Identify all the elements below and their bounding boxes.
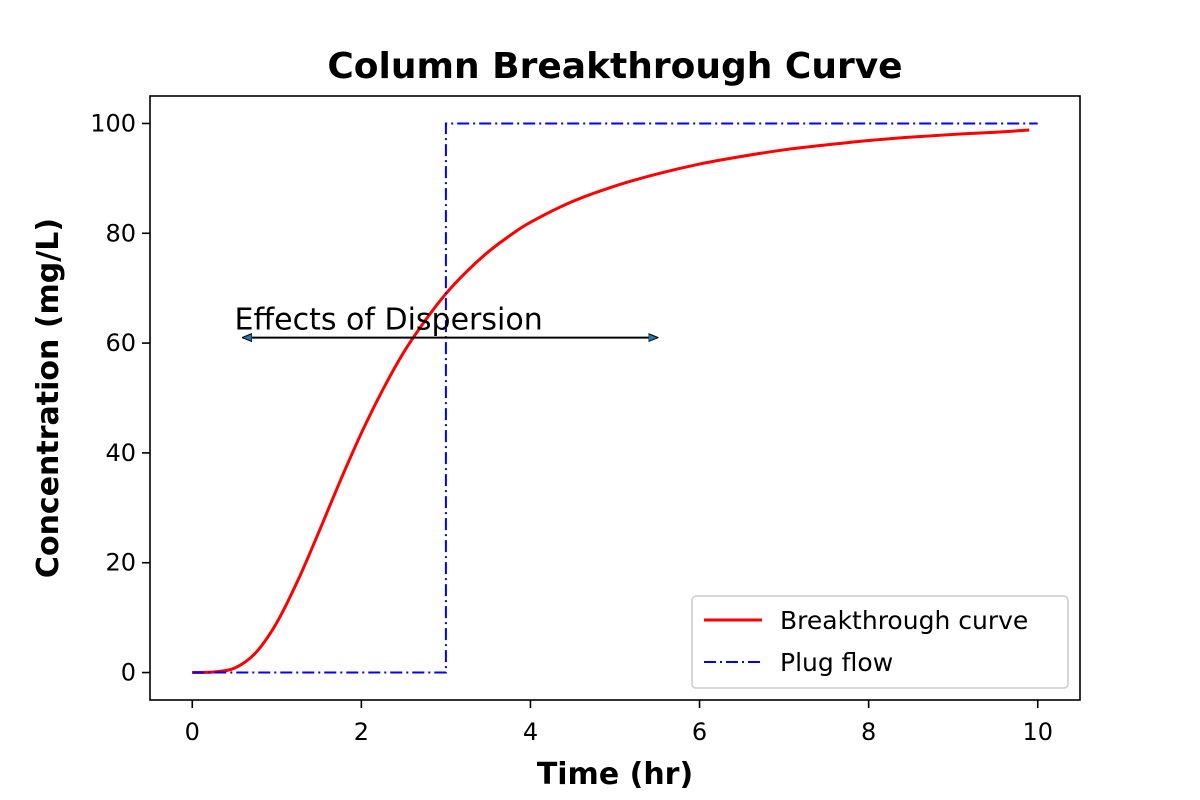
- legend: Breakthrough curve Plug flow: [691, 595, 1069, 689]
- x-tick-label: 8: [861, 718, 876, 746]
- x-tick-label: 4: [523, 718, 538, 746]
- annotation-text: Effects of Dispersion: [235, 303, 543, 338]
- y-tick-label: 80: [105, 219, 136, 247]
- series-line-1: [192, 122, 1038, 674]
- x-tick-label: 0: [185, 718, 200, 746]
- legend-label-1: Plug flow: [780, 648, 893, 677]
- legend-label-0: Breakthrough curve: [780, 606, 1028, 635]
- y-tick-label: 100: [90, 109, 136, 137]
- x-tick-label: 6: [692, 718, 707, 746]
- y-tick-label: 0: [121, 659, 136, 687]
- y-tick-label: 60: [105, 329, 136, 357]
- chart-title: Column Breakthrough Curve: [327, 46, 902, 87]
- y-tick-label: 40: [105, 439, 136, 467]
- x-tick-label: 10: [1022, 718, 1053, 746]
- legend-box: [691, 595, 1069, 689]
- annotations: Effects of Dispersion: [235, 303, 658, 338]
- y-axis: 0 20 40 60 80 100: [90, 109, 150, 687]
- y-axis-label: Concentration (mg/L): [31, 218, 66, 578]
- plot-area: [192, 122, 1038, 675]
- series-line-0: [192, 128, 1030, 675]
- plot-frame: [149, 95, 1081, 701]
- y-tick-label: 20: [105, 549, 136, 577]
- x-axis: 0 2 4 6 8 10: [185, 700, 1053, 746]
- x-axis-label: Time (hr): [537, 757, 693, 792]
- x-tick-label: 2: [354, 718, 369, 746]
